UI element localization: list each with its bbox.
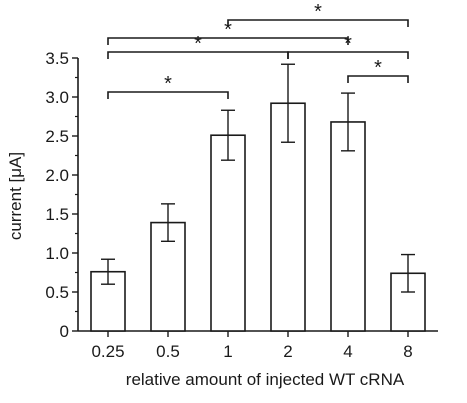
y-tick-label: 0 (60, 322, 69, 341)
x-tick-label: 2 (283, 342, 292, 361)
plot-area: 0 0.5 1.0 1.5 2.0 2.5 3.0 3.5 0.25 0.5 1 2 4 8 * * * * * * (45, 1, 438, 361)
x-tick-label: 8 (403, 342, 412, 361)
significance-bracket: * (227, 1, 409, 27)
bar (210, 134, 246, 332)
y-axis-title: current [μA] (6, 152, 25, 240)
significance-bracket: * (287, 33, 409, 59)
significance-star: * (164, 73, 172, 95)
significance-bracket: * (347, 57, 409, 83)
x-tick-label: 0.25 (91, 342, 124, 361)
significance-star: * (194, 33, 202, 55)
bracket-line (347, 75, 409, 83)
significance-star: * (224, 19, 232, 41)
bracket-line (287, 51, 409, 59)
y-tick-label: 0.5 (45, 283, 69, 302)
significance-star: * (344, 33, 352, 55)
bracket-line (227, 19, 409, 27)
significance-star: * (314, 1, 322, 23)
y-tick-label: 1.0 (45, 244, 69, 263)
x-axis-title: relative amount of injected WT cRNA (126, 370, 405, 389)
y-tick-label: 1.5 (45, 205, 69, 224)
bracket-line (107, 91, 229, 99)
significance-bracket: * (107, 19, 349, 45)
x-tick-label: 0.5 (156, 342, 180, 361)
bracket-line (107, 37, 349, 45)
significance-bracket: * (107, 73, 229, 99)
x-tick-label: 1 (223, 342, 232, 361)
y-tick-label: 2.5 (45, 127, 69, 146)
bar (330, 121, 366, 332)
x-tick-label: 4 (343, 342, 352, 361)
significance-star: * (374, 57, 382, 79)
y-tick-label: 2.0 (45, 166, 69, 185)
y-tick-label: 3.0 (45, 88, 69, 107)
y-tick-label: 3.5 (45, 49, 69, 68)
significance-bracket: * (107, 33, 289, 59)
